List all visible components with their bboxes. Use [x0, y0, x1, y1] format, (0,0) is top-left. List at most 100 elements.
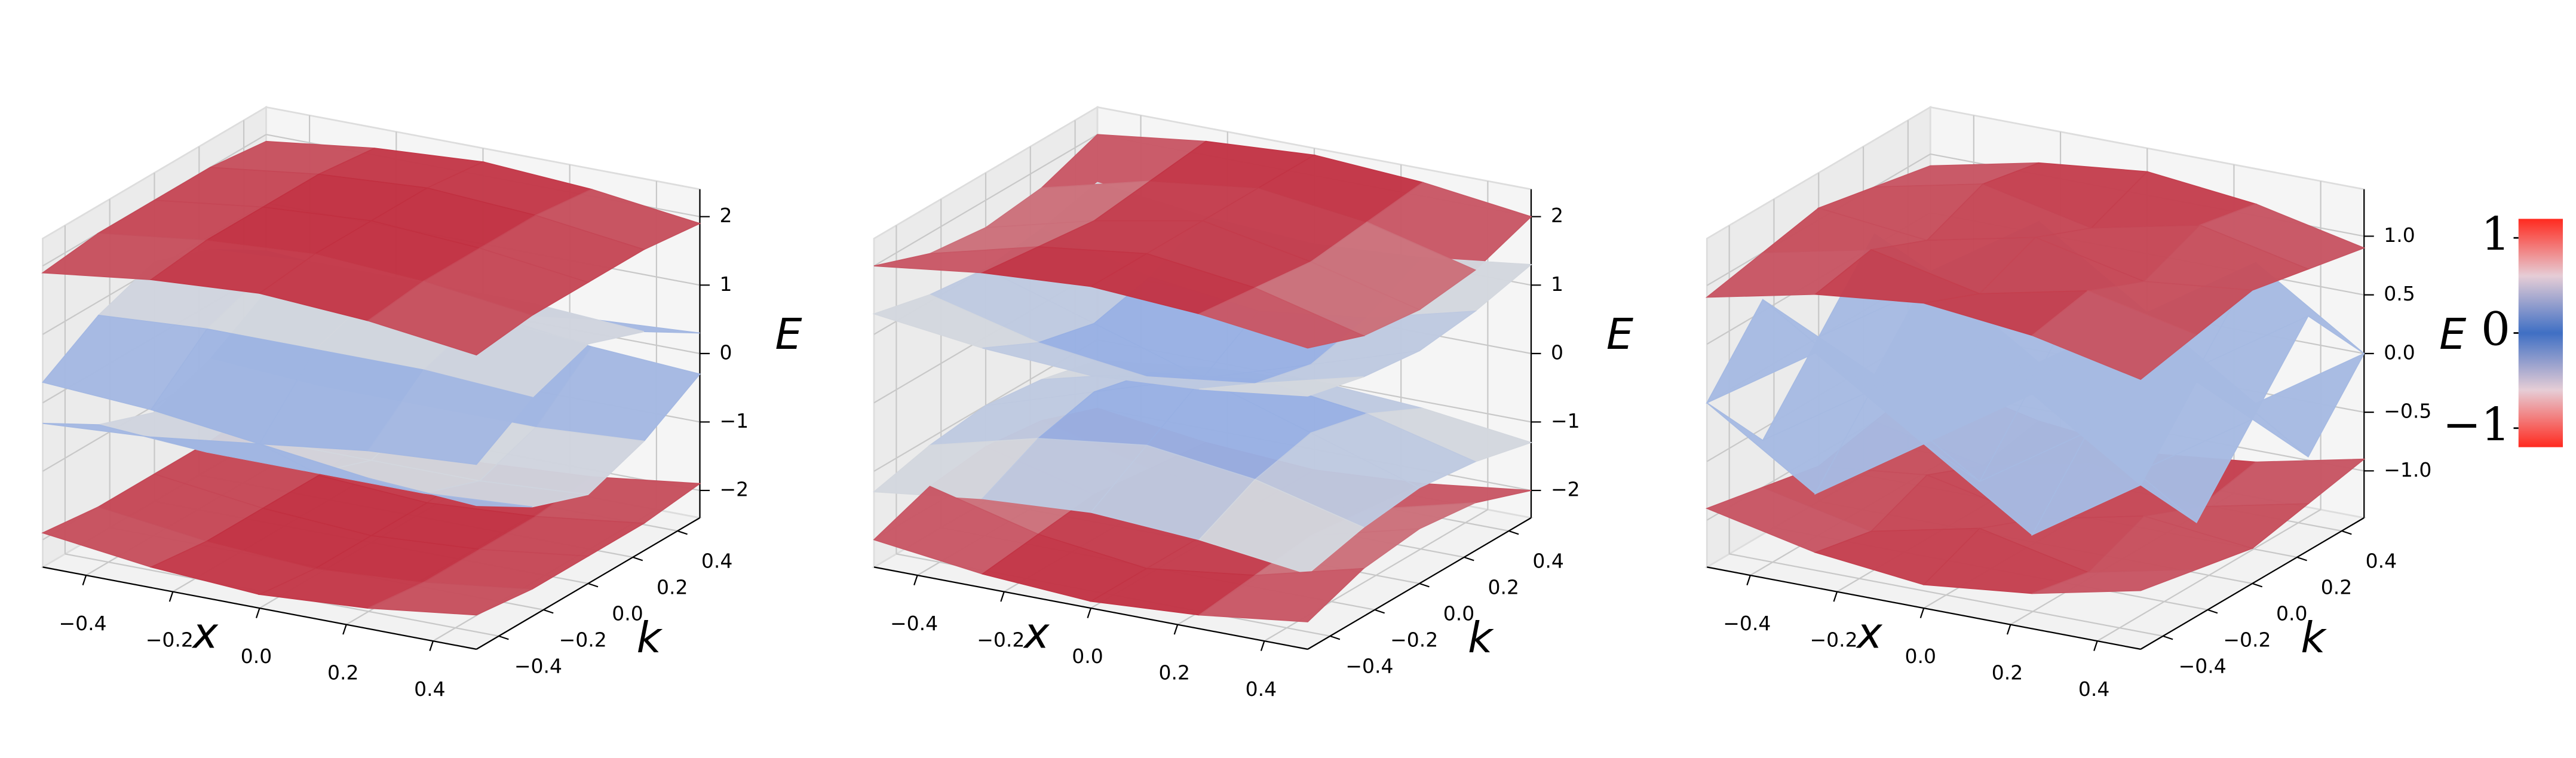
y-tick-label: 0.4	[1532, 550, 1563, 573]
tick-mark	[1919, 607, 1925, 618]
x-tick-label: 0.4	[2078, 677, 2109, 701]
y-tick-label: −0.4	[1345, 655, 1393, 678]
tick-mark	[632, 556, 643, 561]
surface-patch	[2031, 431, 2197, 536]
x-tick-label: 0.0	[1072, 645, 1103, 668]
x-tick-label: 0.2	[1992, 661, 2023, 685]
z-axis-label: E	[1606, 309, 1634, 359]
tick-mark	[1173, 624, 1179, 635]
y-axis-label: k	[637, 613, 663, 663]
tick-mark	[82, 575, 87, 585]
tick-mark	[2341, 530, 2352, 535]
z-tick-label: 1	[1551, 272, 1563, 296]
surface-patch	[1198, 287, 1366, 349]
tick-mark	[1419, 582, 1430, 588]
z-tick-label: 2	[1551, 204, 1563, 227]
y-tick-label: 0.2	[2321, 576, 2352, 599]
z-tick-label: −1	[1551, 409, 1580, 432]
x-tick-label: −0.2	[1810, 628, 1857, 652]
tick-mark	[1087, 607, 1092, 618]
z-tick-label: 1	[720, 272, 732, 296]
tick-mark	[2296, 556, 2307, 561]
surface-patch	[367, 581, 533, 616]
tick-mark	[498, 635, 509, 640]
surface-patch	[367, 280, 533, 356]
axes-3d: −0.4−0.20.00.20.4−0.4−0.20.00.20.4−2−101…	[40, 105, 802, 701]
y-tick-label: 0.4	[701, 550, 732, 573]
x-tick-label: 0.2	[1158, 661, 1189, 685]
tick-mark	[677, 530, 688, 535]
z-tick-label: 0	[720, 340, 732, 364]
y-tick-label: 0.2	[657, 576, 688, 599]
y-tick-label: −0.2	[1390, 628, 1438, 652]
y-tick-label: −0.2	[559, 628, 607, 652]
surface-patch	[1199, 376, 1364, 397]
colorbar-tick-label: 1	[2481, 208, 2510, 261]
surface-patch	[1198, 567, 1365, 622]
tick-mark	[1260, 640, 1265, 651]
x-tick-label: −0.2	[977, 628, 1025, 652]
x-tick-label: −0.2	[146, 628, 194, 652]
tick-mark	[1833, 591, 1838, 602]
axis-line	[1307, 517, 1532, 650]
y-tick-label: 0.0	[1443, 602, 1474, 625]
tick-mark	[1508, 530, 1519, 535]
tick-mark	[913, 575, 918, 585]
z-axis-label: E	[2439, 309, 2467, 359]
x-tick-label: 0.4	[1246, 677, 1277, 701]
z-axis-label: E	[775, 309, 802, 359]
colorbar-tick-label: −1	[2442, 398, 2510, 452]
y-tick-label: −0.4	[2179, 655, 2227, 678]
x-tick-label: −0.4	[1723, 612, 1771, 635]
z-tick-label: −1	[720, 409, 749, 432]
grid-line	[873, 134, 1098, 267]
y-axis-label: k	[2301, 613, 2327, 663]
axis-line	[1707, 566, 2141, 650]
y-tick-label: 0.0	[612, 602, 643, 625]
surface-patch	[2031, 290, 2198, 380]
tick-mark	[2093, 640, 2098, 651]
axes-3d: −0.4−0.20.00.20.4−0.4−0.20.00.20.4−1.0−0…	[1704, 105, 2467, 701]
tick-mark	[543, 609, 554, 614]
y-axis-label: k	[1468, 613, 1494, 663]
axis-line	[476, 517, 701, 650]
z-tick-label: 1.0	[2384, 223, 2415, 247]
surface-patch	[367, 477, 533, 508]
x-axis-label: x	[1856, 608, 1882, 658]
tick-mark	[1746, 575, 1751, 585]
grid-line	[1729, 553, 2163, 637]
axes-3d: −0.4−0.20.00.20.4−0.4−0.20.00.20.4−2−101…	[872, 105, 1634, 701]
colorbar-tick-label: 0	[2481, 303, 2510, 357]
y-tick-label: −0.2	[2223, 628, 2271, 652]
tick-mark	[2252, 582, 2263, 588]
y-tick-label: 0.0	[2276, 602, 2307, 625]
surface-patch	[367, 369, 533, 465]
surface-patch	[1198, 478, 1365, 575]
tick-mark	[2207, 609, 2218, 614]
surface-patch	[2032, 569, 2197, 594]
z-tick-label: −0.5	[2384, 400, 2431, 423]
x-tick-label: −0.4	[59, 612, 107, 635]
z-tick-label: 0	[1551, 340, 1563, 364]
axis-line	[2140, 517, 2365, 650]
z-tick-label: 0.0	[2384, 340, 2415, 364]
tick-mark	[342, 624, 347, 635]
tick-mark	[429, 640, 434, 651]
x-tick-label: 0.0	[241, 645, 272, 668]
tick-mark	[2163, 635, 2173, 640]
x-tick-label: 0.2	[327, 661, 358, 685]
z-tick-label: 2	[720, 204, 732, 227]
tick-mark	[588, 582, 599, 588]
colorbar	[2518, 219, 2563, 447]
y-tick-label: 0.2	[1488, 576, 1519, 599]
tick-mark	[1374, 609, 1385, 614]
axis-line	[42, 566, 477, 650]
y-tick-label: 0.4	[2366, 550, 2397, 573]
x-tick-label: −0.4	[890, 612, 938, 635]
tick-mark	[168, 591, 174, 602]
z-tick-label: −2	[1551, 478, 1580, 501]
x-axis-label: x	[192, 608, 219, 658]
tick-mark	[2006, 624, 2011, 635]
tick-mark	[1464, 556, 1474, 561]
